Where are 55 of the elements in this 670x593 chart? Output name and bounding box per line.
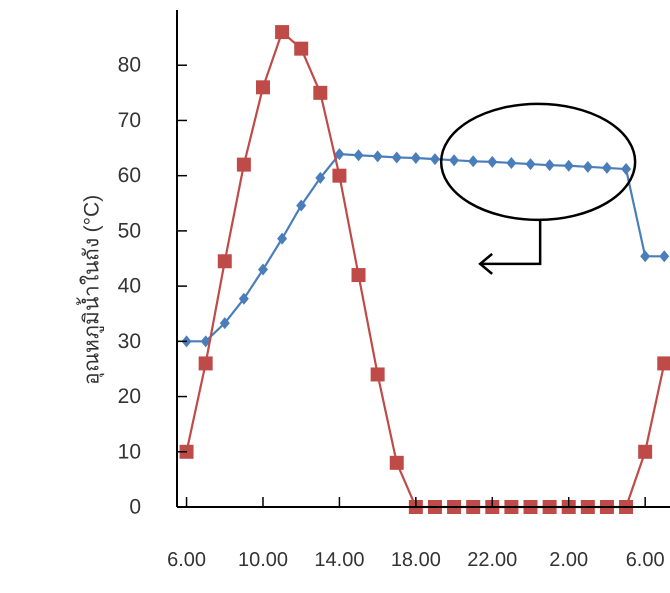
point [372, 150, 383, 162]
point [332, 168, 346, 183]
y-tick-label: 10 [118, 440, 141, 464]
x-tick-label: 6.00 [167, 549, 206, 571]
x-tick-label: 6.00 [626, 549, 665, 571]
y-axis-title: อุณหภูมิน้ำในถัง (°C) [76, 194, 104, 386]
point [180, 444, 194, 459]
y-tick-label: 70 [118, 108, 141, 132]
y-tick-label: 60 [118, 164, 141, 188]
point [236, 158, 251, 172]
y-tick-label: 30 [118, 330, 141, 353]
point [392, 151, 402, 164]
point [334, 148, 344, 160]
point [354, 149, 364, 162]
point [198, 356, 213, 370]
point [218, 254, 232, 268]
point [352, 268, 366, 282]
point [659, 250, 670, 262]
point [640, 250, 650, 262]
point [313, 86, 328, 100]
point [657, 356, 670, 370]
point [296, 199, 306, 212]
point [275, 25, 290, 40]
y-tick-label: 40 [118, 274, 141, 298]
point [638, 444, 652, 459]
y-tick-label: 50 [118, 219, 141, 242]
point [430, 153, 440, 166]
point [544, 159, 555, 172]
x-tick-label: 22.00 [467, 549, 518, 571]
point [526, 158, 536, 170]
x-tick-label: 2.00 [549, 549, 588, 571]
point [256, 80, 270, 94]
point [220, 317, 230, 330]
point [410, 152, 421, 164]
x-tick-label: 18.00 [390, 549, 441, 571]
point [564, 160, 574, 172]
point [621, 163, 632, 176]
point [370, 367, 385, 382]
point [294, 42, 308, 56]
point [449, 154, 460, 166]
point [315, 172, 326, 184]
point [390, 456, 404, 470]
point [277, 232, 288, 245]
point [487, 156, 498, 168]
point [238, 292, 249, 305]
y-tick-label: 0 [129, 496, 141, 518]
y-tick-label: 20 [118, 385, 141, 408]
x-tick-label: 14.00 [314, 549, 364, 571]
point [582, 160, 593, 173]
point [468, 155, 478, 168]
y-tick-label: 80 [118, 54, 141, 77]
point [602, 162, 612, 174]
x-tick-label: 10.00 [238, 549, 288, 571]
point [258, 264, 268, 276]
point [506, 156, 516, 169]
